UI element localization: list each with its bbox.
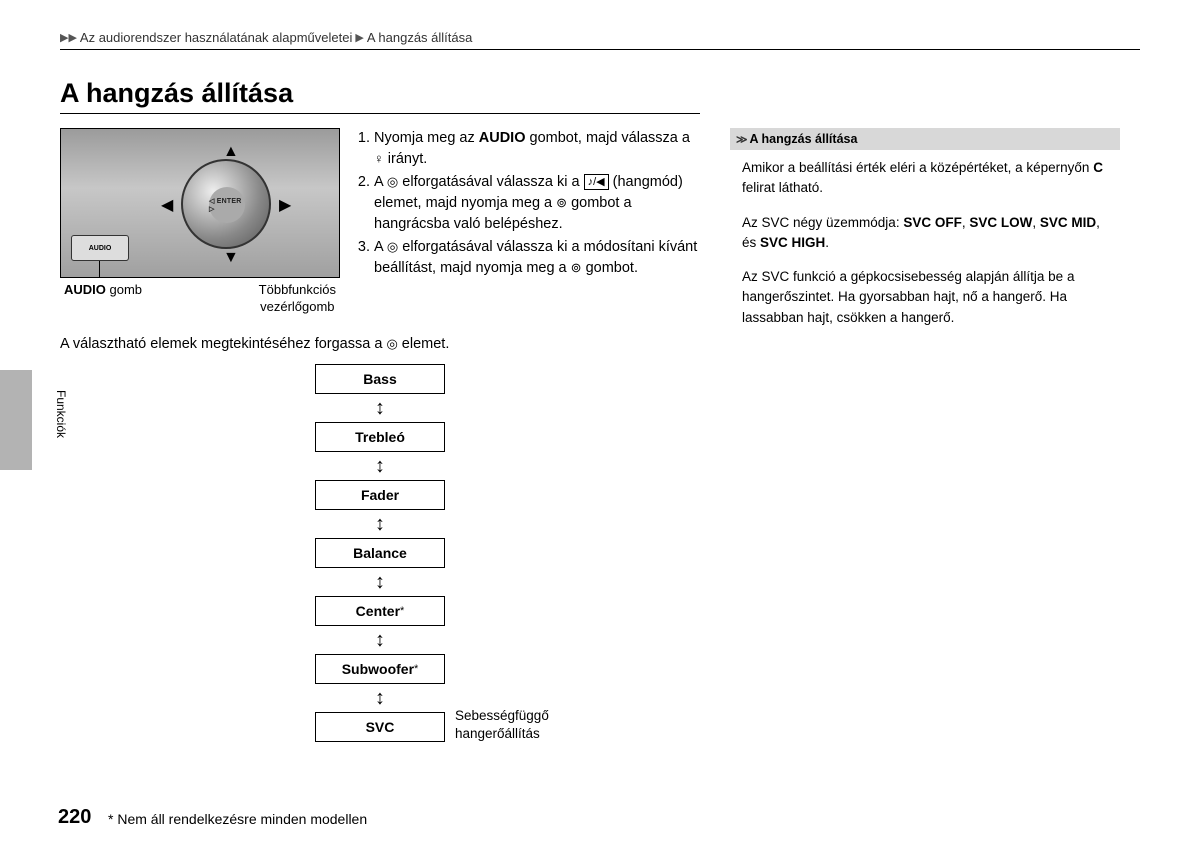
flow-item-fader: Fader	[315, 480, 445, 510]
updown-arrow-icon: ↕	[210, 630, 550, 650]
breadcrumb: ▶▶ Az audiorendszer használatának alapmű…	[60, 30, 1140, 45]
sidebar-header: ≫ A hangzás állítása	[730, 128, 1120, 150]
instruction-steps: Nyomja meg az AUDIO gombot, majd válassz…	[356, 128, 700, 316]
breadcrumb-part1: Az audiorendszer használatának alapművel…	[80, 30, 352, 45]
divider	[60, 113, 700, 114]
page-title: A hangzás állítása	[60, 78, 1140, 109]
sidebar-para-1: Amikor a beállítási érték eléri a középé…	[742, 158, 1116, 199]
sidebar-para-2: Az SVC négy üzemmódja: SVC OFF, SVC LOW,…	[742, 213, 1116, 254]
step-2: A ◎ elforgatásával válassza ki a ♪/◀ (ha…	[374, 172, 700, 235]
dial-icon: ◎	[386, 335, 397, 353]
arrow-left-icon: ◀	[161, 195, 173, 215]
control-illustration: ◁ ENTER ▷ AUDIO ▲ ▼ ◀ ▶ AUDIO gomb Töb	[60, 128, 340, 316]
step-1: Nyomja meg az AUDIO gombot, majd válassz…	[374, 128, 700, 170]
footnote: * Nem áll rendelkezésre minden modellen	[108, 811, 367, 827]
page-number: 220	[58, 806, 91, 829]
chevron-right-icon: ▶▶	[60, 31, 77, 44]
dial-icon: ◎	[387, 238, 398, 257]
multifunction-knob-label: Többfunkciós vezérlőgomb	[259, 282, 336, 316]
updown-arrow-icon: ↕	[210, 514, 550, 534]
press-icon: ⊚	[556, 194, 567, 213]
arrow-up-icon: ▲	[223, 143, 239, 161]
side-tab	[0, 370, 32, 470]
flow-item-svc: SVC	[315, 712, 445, 742]
settings-flow: Bass ↕ Trebleó ↕ Fader ↕ Balance ↕ Cente…	[60, 364, 700, 742]
arrow-right-icon: ▶	[279, 195, 291, 215]
audio-knob-label: AUDIO gomb	[64, 282, 142, 316]
dial-icon: ◎	[387, 173, 398, 192]
updown-arrow-icon: ↕	[210, 688, 550, 708]
breadcrumb-part2: A hangzás állítása	[367, 30, 473, 45]
chevron-right-icon: ▶	[355, 31, 363, 44]
updown-arrow-icon: ↕	[210, 572, 550, 592]
svc-note: Sebességfüggő hangerőállítás	[455, 707, 595, 742]
side-tab-label: Funkciók	[54, 390, 68, 438]
sidebar-note: ≫ A hangzás állítása Amikor a beállítási…	[730, 128, 1120, 742]
audio-button: AUDIO	[71, 235, 129, 261]
press-icon: ⊚	[571, 259, 582, 278]
updown-arrow-icon: ↕	[210, 398, 550, 418]
enter-label: ◁ ENTER ▷	[209, 187, 245, 223]
flow-item-balance: Balance	[315, 538, 445, 568]
joystick-icon: ♀	[374, 150, 384, 169]
updown-arrow-icon: ↕	[210, 456, 550, 476]
sidebar-para-3: Az SVC funkció a gépkocsisebesség alapjá…	[742, 267, 1116, 328]
step-3: A ◎ elforgatásával válassza ki a módosít…	[374, 237, 700, 279]
arrow-down-icon: ▼	[223, 249, 239, 267]
flow-item-center: Center*	[315, 596, 445, 626]
divider	[60, 49, 1140, 50]
chevron-icon: ≫	[736, 133, 748, 146]
flow-item-subwoofer: Subwoofer*	[315, 654, 445, 684]
flow-item-treble: Trebleó	[315, 422, 445, 452]
flow-item-bass: Bass	[315, 364, 445, 394]
intro-text: A választható elemek megtekintéséhez for…	[60, 334, 700, 354]
note-speaker-icon: ♪/◀	[584, 174, 609, 190]
